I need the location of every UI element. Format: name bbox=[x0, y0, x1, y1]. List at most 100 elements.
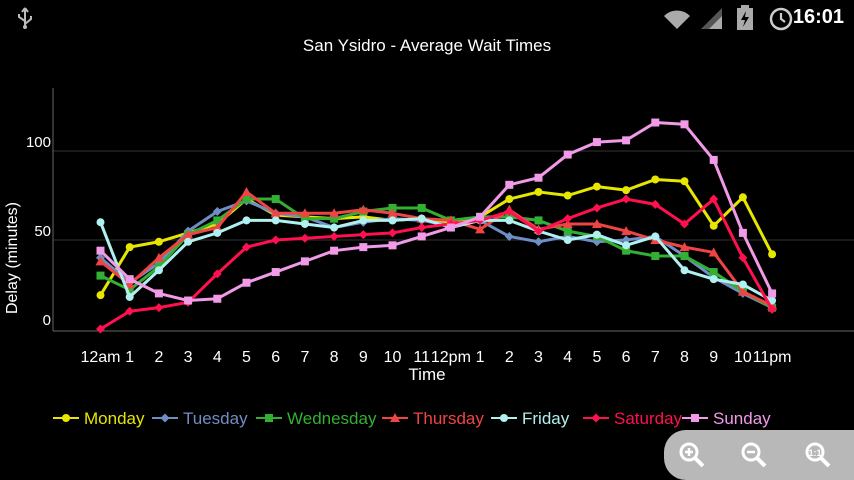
data-point bbox=[271, 195, 280, 204]
data-point bbox=[242, 216, 251, 225]
data-point bbox=[330, 246, 339, 255]
data-point bbox=[592, 182, 601, 191]
x-tick-label: 3 bbox=[534, 349, 543, 366]
zoom-out-icon bbox=[741, 442, 767, 468]
data-point bbox=[446, 223, 455, 232]
zoom-out-button[interactable] bbox=[738, 439, 770, 471]
data-point bbox=[563, 227, 572, 236]
series-friday bbox=[96, 214, 777, 305]
data-point bbox=[154, 237, 163, 246]
series-line-saturday bbox=[99, 197, 774, 331]
data-point bbox=[242, 195, 251, 204]
data-point bbox=[709, 221, 718, 230]
legend-marker bbox=[265, 414, 273, 422]
legend-label: Tuesday bbox=[183, 409, 248, 428]
x-tick-label: 5 bbox=[242, 349, 251, 366]
data-point bbox=[680, 120, 689, 129]
zoom-controls: 1:1 bbox=[664, 430, 854, 480]
data-point bbox=[154, 266, 163, 275]
data-point bbox=[709, 275, 718, 284]
data-point bbox=[680, 252, 689, 261]
zoom-fit-icon: 1:1 bbox=[805, 442, 831, 468]
data-point bbox=[476, 212, 485, 221]
data-point bbox=[96, 246, 105, 255]
legend-label: Wednesday bbox=[287, 409, 377, 428]
data-point bbox=[504, 207, 514, 217]
data-point bbox=[95, 256, 106, 266]
x-tick-label: 2 bbox=[505, 349, 514, 366]
data-point bbox=[330, 223, 339, 232]
y-tick-label: 50 bbox=[34, 223, 51, 240]
x-tick-label: 2 bbox=[154, 349, 163, 366]
data-point bbox=[563, 191, 572, 200]
data-point bbox=[212, 222, 223, 232]
data-point bbox=[125, 275, 134, 284]
zoom-in-button[interactable] bbox=[676, 439, 708, 471]
series-sunday bbox=[96, 118, 777, 305]
data-point bbox=[621, 226, 632, 236]
data-point bbox=[534, 226, 543, 236]
data-point bbox=[592, 138, 601, 147]
data-point bbox=[709, 194, 719, 204]
data-point bbox=[563, 150, 572, 159]
status-clock: 16:01 bbox=[792, 6, 844, 28]
data-point bbox=[592, 230, 601, 239]
data-point bbox=[621, 194, 631, 204]
data-point bbox=[213, 216, 222, 225]
data-point bbox=[562, 218, 573, 228]
data-point bbox=[388, 203, 397, 212]
data-point bbox=[417, 203, 426, 212]
data-point bbox=[505, 180, 514, 189]
data-point bbox=[417, 232, 426, 241]
status-bar: 16:01 bbox=[0, 0, 854, 36]
legend-label: Saturday bbox=[614, 409, 683, 428]
data-point bbox=[563, 236, 572, 244]
data-point bbox=[534, 237, 543, 247]
data-point bbox=[622, 246, 631, 255]
data-point bbox=[358, 204, 369, 214]
x-tick-label: 5 bbox=[592, 349, 601, 366]
x-tick-label: 9 bbox=[709, 349, 718, 366]
data-point bbox=[124, 279, 135, 289]
x-tick-label: 7 bbox=[651, 349, 660, 366]
data-point bbox=[359, 243, 368, 252]
legend-item-thursday: Thursday bbox=[382, 409, 484, 428]
data-point bbox=[651, 232, 660, 241]
x-axis-label: Time bbox=[408, 365, 445, 384]
data-point bbox=[388, 241, 397, 250]
zoom-fit-button[interactable]: 1:1 bbox=[802, 439, 834, 471]
data-point bbox=[125, 292, 134, 301]
battery-icon bbox=[737, 5, 753, 30]
legend-marker bbox=[390, 413, 400, 422]
usb-icon bbox=[18, 7, 32, 29]
data-point bbox=[212, 207, 222, 217]
data-point bbox=[651, 118, 660, 127]
data-point bbox=[329, 208, 340, 218]
legend-item-wednesday: Wednesday bbox=[256, 409, 377, 428]
data-point bbox=[709, 155, 718, 164]
data-point bbox=[505, 195, 514, 204]
data-point bbox=[213, 294, 222, 303]
data-point bbox=[96, 324, 105, 334]
series-line-sunday bbox=[99, 121, 774, 303]
x-tick-label: 8 bbox=[330, 349, 339, 366]
zoom-in-icon bbox=[679, 442, 705, 468]
legend-label: Thursday bbox=[413, 409, 484, 428]
legend-item-sunday: Sunday bbox=[682, 409, 771, 428]
data-point bbox=[300, 257, 309, 266]
x-tick-label: 7 bbox=[300, 349, 309, 366]
data-point bbox=[358, 230, 368, 240]
signal-icon bbox=[701, 8, 722, 29]
svg-text:1:1: 1:1 bbox=[808, 448, 821, 458]
legend-marker bbox=[500, 414, 508, 422]
data-point bbox=[622, 241, 631, 250]
data-point bbox=[679, 242, 690, 252]
data-point bbox=[708, 247, 719, 257]
data-point bbox=[651, 252, 660, 261]
wifi-icon bbox=[664, 10, 690, 29]
data-point bbox=[768, 250, 777, 259]
data-point bbox=[242, 242, 251, 252]
x-tick-label: 8 bbox=[680, 349, 689, 366]
data-point bbox=[184, 296, 193, 305]
data-point bbox=[300, 233, 310, 243]
